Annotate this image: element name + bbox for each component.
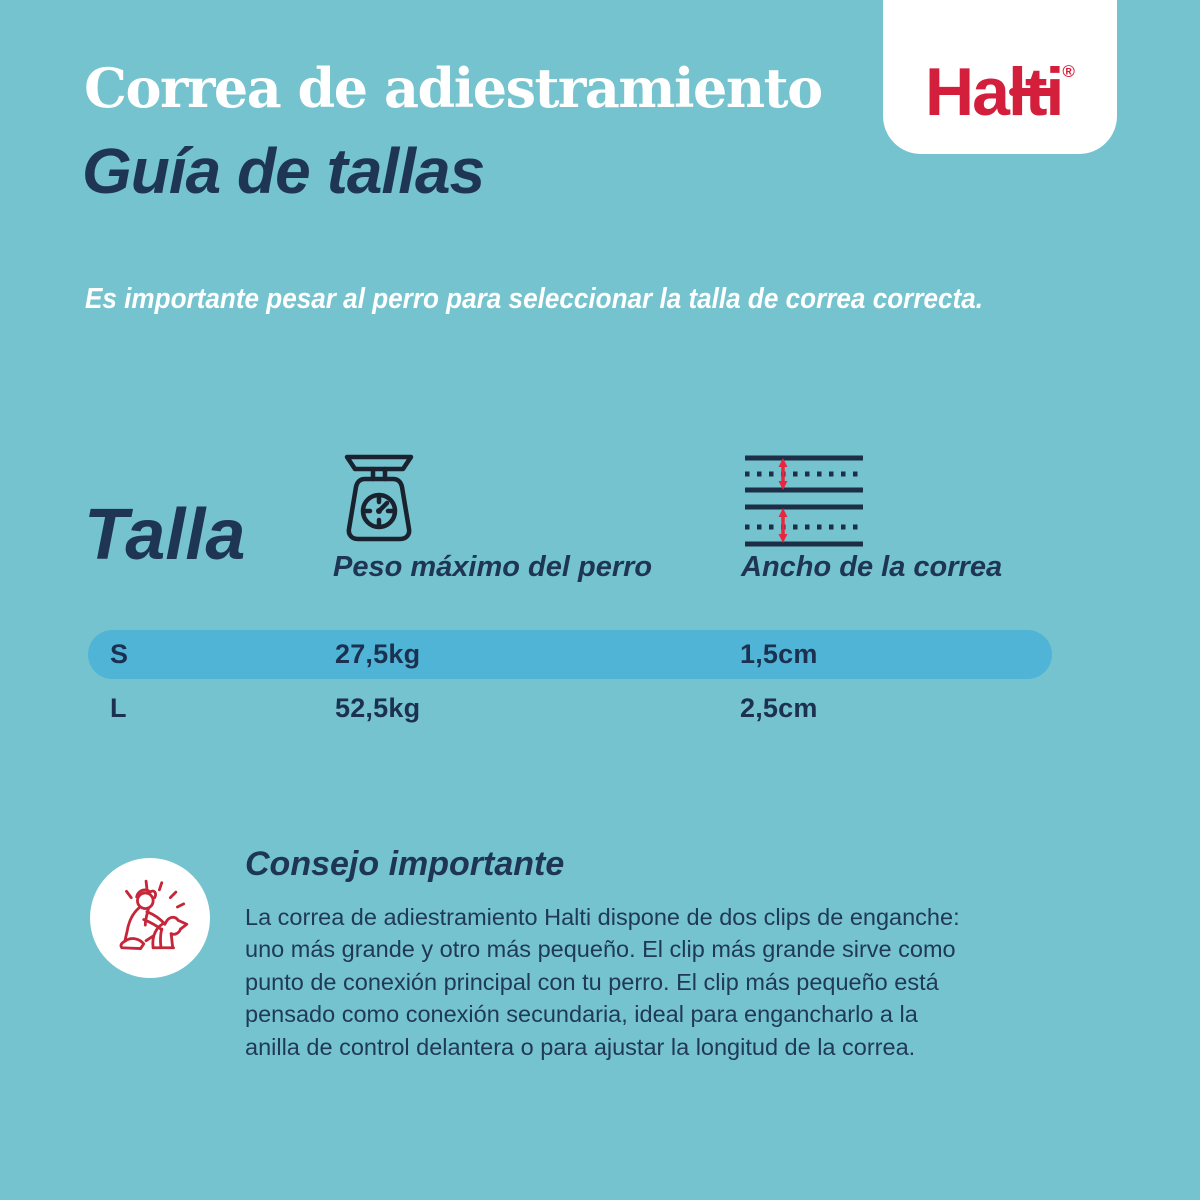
weight-column-header: Peso máximo del perro [333, 551, 653, 583]
brand-card: Halti® [883, 0, 1117, 154]
person-hugging-dog-icon [119, 879, 189, 950]
scale-icon [344, 454, 414, 542]
page-title: Correa de adiestramiento [84, 56, 823, 120]
halti-logo-crossbar [1009, 88, 1060, 96]
tip-body-text: La correa de adiestramiento Halti dispon… [245, 904, 960, 1060]
intro-text: Es importante pesar al perro para selecc… [85, 283, 983, 315]
registered-trademark-mark: ® [1062, 62, 1075, 81]
table-row-s: S 27,5kg 1,5cm [0, 630, 1200, 679]
size-cell: S [110, 639, 129, 669]
table-row-l: L 52,5kg 2,5cm [0, 684, 1200, 733]
width-cell: 2,5cm [740, 693, 818, 723]
tip-title: Consejo importante [245, 845, 565, 883]
width-column-header: Ancho de la correa [741, 551, 1003, 583]
highlighted-row-band [88, 630, 1052, 679]
tip-icon-badge [90, 858, 210, 978]
size-column-header: Talla [84, 495, 246, 575]
width-cell: 1,5cm [740, 639, 818, 669]
leash-width-icon [745, 455, 863, 547]
size-cell: L [110, 693, 127, 723]
weight-cell: 27,5kg [335, 639, 421, 669]
weight-cell: 52,5kg [335, 693, 421, 723]
halti-logo: Halti® [925, 58, 1075, 126]
guide-title: Guía de tallas [82, 135, 485, 207]
